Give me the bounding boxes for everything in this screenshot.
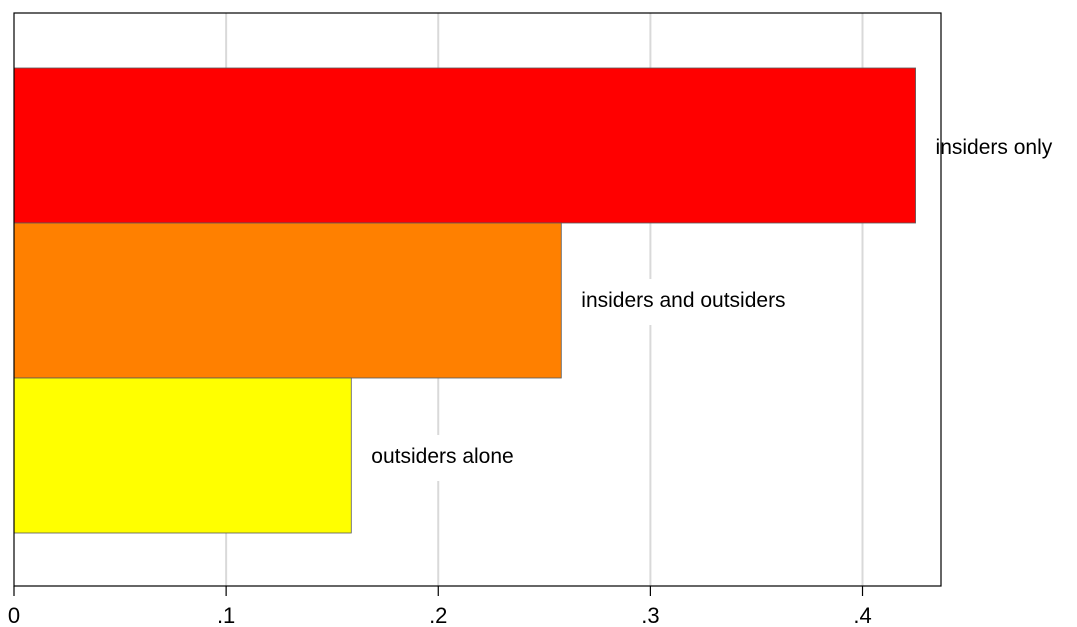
x-tick-label: .3 (641, 603, 659, 627)
x-tick-label: .4 (853, 603, 871, 627)
bar-label: insiders only (936, 136, 1053, 159)
bars (13, 67, 916, 534)
x-tick-label: 0 (8, 603, 20, 627)
bar-labels: insiders only insiders and outsiders outsi… (361, 126, 1063, 481)
bar (13, 377, 352, 534)
bar-label: insiders and outsiders (581, 289, 785, 312)
bar-label-background (571, 279, 796, 325)
bar-label-background (361, 435, 524, 481)
x-tick-label: .1 (217, 603, 235, 627)
x-tick-label: .2 (429, 603, 447, 627)
plot-frame (13, 12, 942, 587)
bar-label-background (925, 126, 1063, 172)
bar (13, 67, 916, 224)
x-axis: 0 .1 .2 .3 .4 (8, 586, 872, 627)
bar-label: outsiders alone (371, 445, 513, 468)
bar (13, 222, 562, 379)
